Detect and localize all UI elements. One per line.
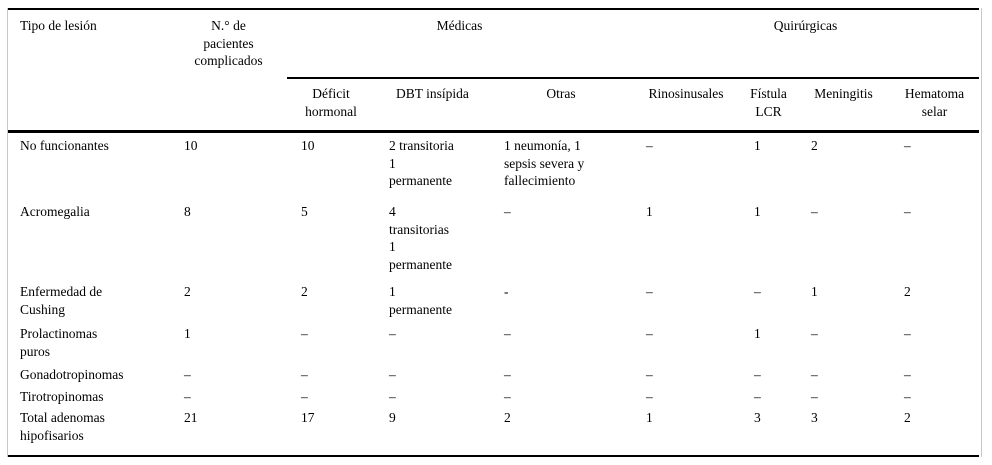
row-label: Total adenomas hipofisarios <box>20 410 105 443</box>
table-cell: – <box>646 284 653 299</box>
table-cell: – <box>754 388 761 404</box>
table-cell: – <box>389 326 396 341</box>
table-body: No funcionantes 10 10 2 transitoria 1 perma… <box>8 132 979 457</box>
complications-table: Tipo de lesión N.° de pacientes complica… <box>8 8 980 457</box>
table-cell: – <box>811 367 818 382</box>
table-cell: – <box>389 388 396 404</box>
table-cell: 2 <box>904 410 911 425</box>
table-cell: – <box>184 367 191 382</box>
table-row: Tirotropinomas – – – – – – – – <box>8 384 979 406</box>
table-cell: 9 <box>389 410 396 425</box>
column-header-hematoma-selar: Hematoma selar <box>890 78 980 133</box>
table-cell: – <box>389 367 396 382</box>
table-cell: 5 <box>301 204 308 219</box>
table-cell: – <box>184 388 191 404</box>
table-cell: – <box>754 367 761 382</box>
table-frame: Tipo de lesión N.° de pacientes complica… <box>7 8 982 457</box>
table-cell: 2 <box>504 410 511 425</box>
table-cell: 2 <box>301 284 308 299</box>
table-cell: – <box>646 138 653 153</box>
table-cell: 2 <box>184 284 191 299</box>
table-cell: – <box>646 326 653 341</box>
table-cell: – <box>811 388 818 404</box>
table-cell: 1 <box>754 138 761 153</box>
table-cell: – <box>904 388 911 404</box>
table-cell: – <box>301 367 308 382</box>
table-cell: – <box>646 367 653 382</box>
table-cell: – <box>904 326 911 341</box>
table-row: Total adenomas hipofisarios 21 17 9 2 1 3 3 2 <box>8 405 979 456</box>
table-cell: 3 <box>754 410 761 425</box>
table-row: No funcionantes 10 10 2 transitoria 1 perma… <box>8 132 979 200</box>
table-row: Acromegalia 8 5 4 transitorias 1 permanente… <box>8 199 979 279</box>
table-cell: – <box>646 388 653 404</box>
table-cell: – <box>301 388 308 404</box>
row-label: Prolactinomas puros <box>20 326 98 359</box>
table-cell: – <box>301 326 308 341</box>
column-header-deficit-hormonal: Déficit hormonal <box>287 78 375 133</box>
table-cell: – <box>504 326 511 341</box>
group-header-quirurgicas: Quirúrgicas <box>632 9 980 79</box>
column-header-fistula-lcr: Fístula LCR <box>740 78 798 133</box>
table-cell: 1 <box>754 326 761 341</box>
table-cell: 1 permanente <box>389 284 452 317</box>
row-label: Tirotropinomas <box>20 388 104 404</box>
table-cell: 1 <box>646 204 653 219</box>
table-cell: – <box>904 204 911 219</box>
row-label: Enfermedad de Cushing <box>20 284 103 317</box>
table-cell: - <box>504 284 509 299</box>
column-header-meningitis: Meningitis <box>797 78 891 133</box>
table-cell: 1 <box>184 326 191 341</box>
table-cell: 1 neumonía, 1 sepsis severa y fallecimie… <box>504 138 585 188</box>
table-cell: 10 <box>301 138 315 153</box>
table-cell: – <box>904 138 911 153</box>
table-cell: – <box>811 204 818 219</box>
table-cell: 2 <box>904 284 911 299</box>
column-header-otras: Otras <box>490 78 633 133</box>
row-label: Gonadotropinomas <box>20 367 124 382</box>
table-row: Enfermedad de Cushing 2 2 1 permanente - – – 1 2 <box>8 279 979 321</box>
table-cell: 8 <box>184 204 191 219</box>
column-header-num-pacientes: N.° de pacientes complicados <box>170 9 287 133</box>
table-cell: 4 transitorias 1 permanente <box>389 204 452 272</box>
sub-header-row: Déficit hormonal DBT insípida Otras Rino… <box>8 78 980 133</box>
column-header-tipo-de-lesion: Tipo de lesión <box>8 9 170 133</box>
table-header: Tipo de lesión N.° de pacientes complica… <box>8 9 980 133</box>
row-label: Acromegalia <box>20 204 90 219</box>
table-cell: 1 <box>811 284 818 299</box>
table-cell: 2 transitoria 1 permanente <box>389 138 454 188</box>
table-cell: – <box>504 388 511 404</box>
table-cell: – <box>904 367 911 382</box>
group-header-medicas: Médicas <box>287 9 633 79</box>
table-cell: 1 <box>754 204 761 219</box>
table-row: Prolactinomas puros 1 – – – – 1 – – <box>8 321 979 362</box>
table-cell: – <box>504 367 511 382</box>
column-header-rinosinusales: Rinosinusales <box>632 78 741 133</box>
table-cell: 10 <box>184 138 198 153</box>
table-cell: 3 <box>811 410 818 425</box>
table-cell: – <box>754 284 761 299</box>
table-cell: 1 <box>646 410 653 425</box>
row-label: No funcionantes <box>20 138 109 153</box>
table-cell: – <box>504 204 511 219</box>
table-cell: 21 <box>184 410 198 425</box>
table-cell: 17 <box>301 410 315 425</box>
table-cell: – <box>811 326 818 341</box>
table-row: Gonadotropinomas – – – – – – – – <box>8 362 979 384</box>
table-cell: 2 <box>811 138 818 153</box>
group-header-row: Tipo de lesión N.° de pacientes complica… <box>8 9 980 133</box>
column-header-dbt-insipida: DBT insípida <box>375 78 490 133</box>
